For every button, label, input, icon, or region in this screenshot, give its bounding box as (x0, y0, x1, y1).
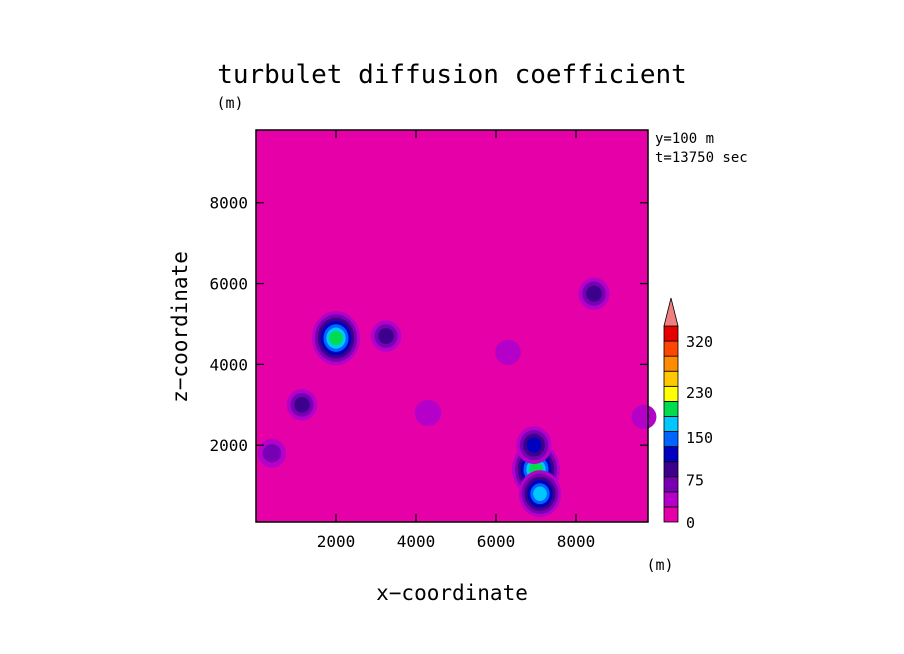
colorbar-tick-label: 150 (686, 429, 713, 447)
colorbar-segment (663, 340, 679, 357)
colorbar: 0 75 150 230 320 (663, 297, 713, 532)
x-tick-label: 8000 (557, 532, 596, 551)
contour-band (262, 444, 282, 463)
y-tick-label: 2000 (209, 436, 248, 455)
contour-band (586, 285, 602, 302)
y-unit-label: (m) (216, 94, 243, 112)
y-axis-label: z−coordinate (168, 251, 192, 403)
annotation-time: t=13750 sec (655, 150, 748, 166)
colorbar-segment (663, 355, 679, 372)
y-tick-label: 8000 (209, 194, 248, 213)
chart-title: turbulet diffusion coefficient (217, 60, 687, 90)
annotation-y-position: y=100 m (655, 131, 714, 147)
colorbar-segment (663, 385, 679, 402)
contour-feature (631, 404, 657, 430)
contour-band (526, 437, 542, 453)
contour-feature (518, 470, 562, 518)
colorbar-extend-arrow (663, 297, 679, 327)
contour-feature (370, 320, 402, 352)
contour-band (378, 328, 394, 345)
colorbar-tick-label: 230 (686, 384, 713, 402)
colorbar-segment (663, 446, 679, 463)
colorbar-segment (663, 370, 679, 387)
x-axis-label: x−coordinate (376, 581, 528, 605)
contour-feature (257, 438, 287, 468)
contour-feature (495, 339, 521, 365)
colorbar-tick-label: 75 (686, 472, 704, 490)
colorbar-segment (663, 461, 679, 478)
contour-feature (414, 399, 442, 426)
plot-area: 2000 4000 6000 8000 2000 4000 6000 8000 (209, 129, 657, 551)
contour-band (533, 486, 547, 501)
colorbar-segment (663, 416, 679, 432)
contour-feature (312, 311, 360, 366)
contour-features (257, 277, 657, 518)
contour-band (495, 339, 521, 365)
y-tick-label: 6000 (209, 275, 248, 294)
colorbar-segment (663, 431, 679, 448)
contour-band (294, 396, 310, 413)
colorbar-tick-label: 0 (686, 514, 695, 532)
colorbar-segment (663, 325, 679, 342)
axis-ticks: 2000 4000 6000 8000 2000 4000 6000 8000 (209, 130, 648, 551)
x-tick-label: 6000 (477, 532, 516, 551)
contour-feature (516, 426, 552, 465)
x-tick-label: 4000 (397, 532, 436, 551)
colorbar-tick-label: 320 (686, 333, 713, 351)
colorbar-segment (663, 491, 679, 508)
contour-feature (286, 389, 318, 421)
plot-frame (255, 129, 649, 523)
contour-band (414, 399, 442, 426)
contour-feature (578, 277, 610, 310)
x-tick-label: 2000 (317, 532, 356, 551)
colorbar-segment (663, 400, 679, 417)
x-unit-label: (m) (646, 556, 673, 574)
contour-band (329, 330, 343, 346)
contour-band (631, 404, 657, 430)
colorbar-segment (663, 476, 679, 493)
y-tick-label: 4000 (209, 355, 248, 374)
colorbar-segment (663, 506, 679, 523)
